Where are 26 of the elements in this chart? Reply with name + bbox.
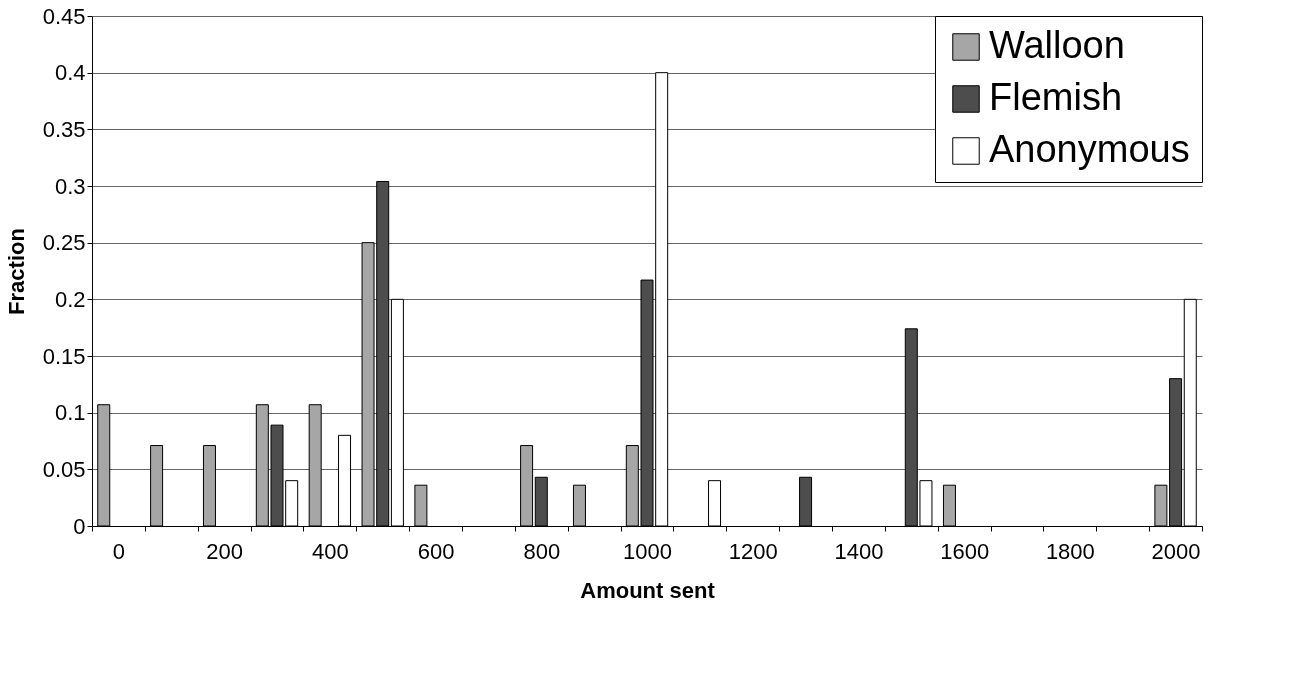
x-axis-title: Amount sent (580, 577, 716, 603)
x-tick-label: 1400 (834, 538, 884, 564)
y-tick-label: 0.15 (42, 343, 86, 369)
x-tick-label: 800 (523, 538, 561, 564)
y-tick-label: 0.05 (42, 456, 86, 482)
x-tick-label: 200 (206, 538, 243, 564)
x-tick-label: 1200 (728, 538, 778, 564)
x-tick-label: 1000 (623, 538, 672, 564)
x-tick-label: 600 (417, 538, 455, 564)
y-tick-label: 0.3 (54, 173, 86, 199)
x-tick-label: 1600 (940, 538, 990, 564)
legend-label: Walloon (989, 24, 1125, 66)
y-tick-label: 0 (73, 513, 86, 539)
legend-label: Flemish (989, 76, 1123, 118)
y-tick-label: 0.45 (42, 3, 86, 29)
x-tick-label: 0 (112, 538, 126, 564)
x-tick-label: 1800 (1045, 538, 1095, 564)
y-tick-label: 0.2 (54, 286, 86, 312)
legend-label: Anonymous (989, 128, 1190, 170)
y-tick-label: 0.1 (54, 400, 86, 426)
x-tick-label: 400 (312, 538, 349, 564)
y-tick-label: 0.4 (54, 60, 86, 86)
y-tick-label: 0.25 (42, 230, 86, 256)
y-axis-title: Fraction (3, 228, 29, 315)
x-tick-label: 2000 (1151, 538, 1201, 564)
y-tick-label: 0.35 (42, 116, 86, 142)
